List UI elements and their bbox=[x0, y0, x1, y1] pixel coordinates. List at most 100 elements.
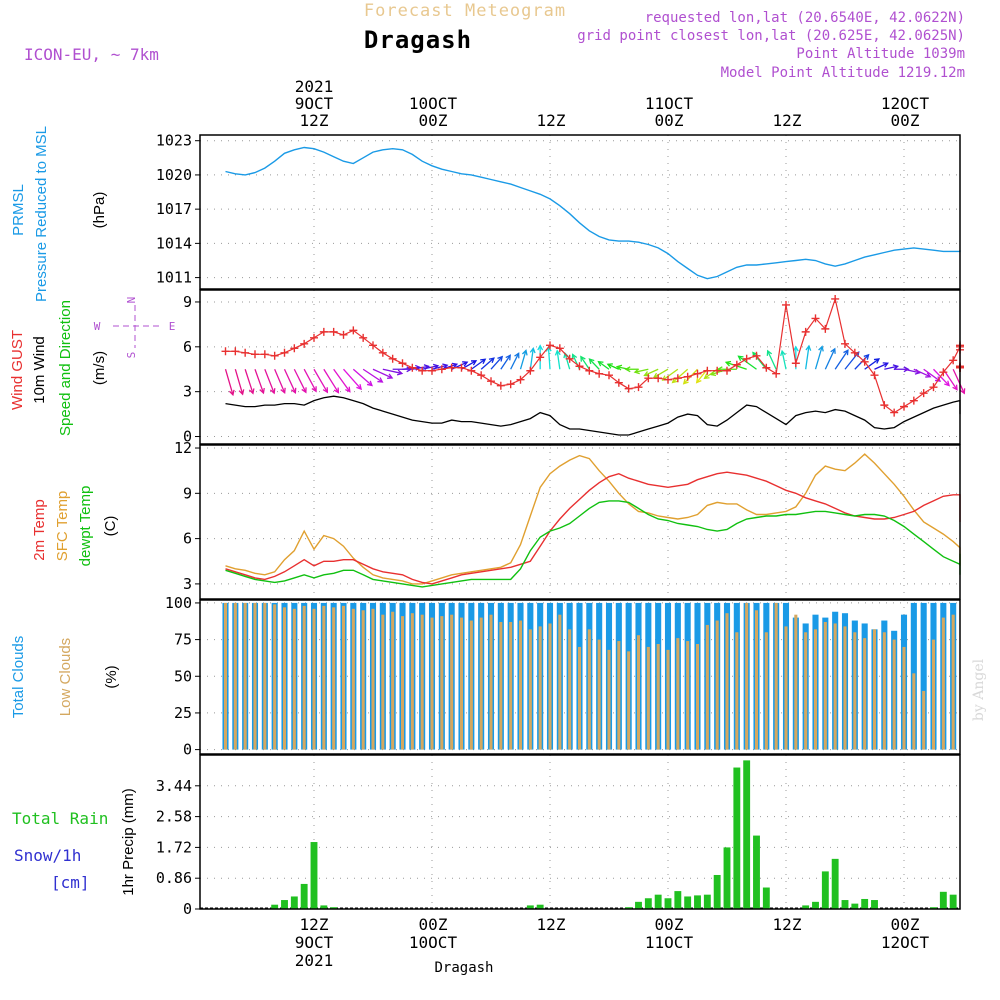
wind-labels: Wind GUST 10m Wind Speed and Direction (… bbox=[9, 297, 175, 436]
rain-bar bbox=[526, 905, 534, 909]
pressure-msl-label: Pressure Reduced to MSL bbox=[33, 126, 50, 302]
gust-marker bbox=[595, 369, 604, 378]
low-cloud-bar bbox=[597, 639, 601, 750]
gust-marker bbox=[654, 374, 663, 383]
dewpt-line bbox=[225, 500, 961, 588]
wind-arrow-head bbox=[333, 387, 340, 394]
y-tick-label: 3 bbox=[183, 575, 192, 593]
wind-arrow bbox=[431, 364, 448, 370]
rain-bar bbox=[694, 895, 701, 909]
y-tick-label: 50 bbox=[174, 667, 192, 685]
low-cloud-bar bbox=[646, 646, 650, 750]
credit: by Angel bbox=[971, 658, 987, 721]
top-label: 12OCT bbox=[881, 94, 930, 113]
wind-arrow-head bbox=[652, 372, 659, 379]
compass: N W E S bbox=[94, 297, 176, 359]
wind-arrow bbox=[372, 368, 393, 379]
low-cloud-bar bbox=[577, 646, 582, 750]
rain-bar bbox=[812, 901, 819, 909]
wind-arrow-head bbox=[903, 366, 910, 373]
low-cloud-bar bbox=[282, 607, 287, 750]
gust-marker bbox=[713, 366, 722, 375]
wind-arrow bbox=[564, 353, 571, 370]
gust-marker bbox=[388, 354, 397, 363]
gust-marker bbox=[555, 344, 564, 353]
compass-w: W bbox=[94, 320, 101, 333]
gust-marker bbox=[890, 408, 899, 417]
gust-marker bbox=[369, 341, 377, 350]
gust-marker bbox=[359, 333, 368, 342]
gust-marker bbox=[703, 366, 712, 375]
rain-bar bbox=[871, 900, 878, 909]
wind-arrow-head bbox=[934, 376, 942, 382]
low-cloud-bar bbox=[774, 602, 778, 750]
wind-arrow-head bbox=[311, 386, 317, 393]
gust-marker bbox=[673, 374, 682, 383]
y-tick-label: 0.86 bbox=[156, 869, 192, 887]
wind-arrow-head bbox=[863, 353, 870, 360]
gust-marker bbox=[319, 327, 328, 336]
wind-arrow-head bbox=[529, 347, 536, 354]
wind-arrow-head bbox=[462, 361, 469, 367]
gust-marker bbox=[723, 366, 731, 375]
total-clouds-label: Total Clouds bbox=[10, 636, 27, 719]
wind-arrow bbox=[264, 369, 275, 394]
low-cloud-bar bbox=[735, 632, 739, 750]
y-tick-label: 0 bbox=[183, 428, 192, 446]
low-cloud-bar bbox=[558, 614, 562, 750]
low-cloud-bar bbox=[813, 629, 818, 750]
wind-arrow-head bbox=[724, 360, 732, 367]
ms-unit: (m/s) bbox=[91, 351, 108, 385]
bottom-label: 00Z bbox=[655, 915, 684, 934]
gust-marker bbox=[693, 369, 702, 378]
gust-marker bbox=[300, 339, 309, 348]
rain-bar bbox=[762, 887, 770, 909]
gust-marker bbox=[221, 347, 230, 356]
panel-bg bbox=[200, 135, 960, 289]
wind-arrow bbox=[303, 368, 317, 392]
wind-arrow-head bbox=[406, 366, 413, 373]
top-label: 11OCT bbox=[645, 94, 694, 113]
low-cloud-bar bbox=[450, 614, 454, 750]
wind-arrow bbox=[662, 368, 679, 381]
rain-bar bbox=[300, 883, 308, 909]
gust-marker bbox=[526, 366, 535, 375]
top-label: 9OCT bbox=[295, 94, 334, 113]
wind-arrow-head bbox=[470, 360, 478, 366]
gust-marker bbox=[939, 368, 948, 377]
wind-arrow bbox=[490, 356, 503, 370]
rain-bar bbox=[851, 903, 859, 909]
gust-marker bbox=[732, 360, 741, 369]
bottom-time-labels: 12Z 9OCT 2021 00Z 10OCT 12Z 00Z 11OCT 12… bbox=[295, 915, 930, 970]
wind-arrow-head bbox=[301, 387, 307, 394]
rain-bar bbox=[802, 905, 810, 909]
rain-bar bbox=[743, 760, 751, 909]
low-cloud-bar bbox=[725, 613, 729, 750]
low-cloud-bar bbox=[587, 629, 591, 750]
wind-arrow bbox=[824, 348, 836, 370]
gust-marker bbox=[260, 350, 269, 359]
rain-bar bbox=[330, 907, 338, 909]
total-cloud-bar bbox=[920, 602, 927, 750]
low-cloud-bar bbox=[764, 632, 768, 750]
bottom-label: 2021 bbox=[295, 951, 334, 970]
low-cloud-bar bbox=[273, 604, 277, 750]
wind-arrow bbox=[293, 368, 307, 393]
wind-arrow-head bbox=[228, 389, 235, 397]
low-cloud-bar bbox=[371, 608, 375, 750]
pressure-labels: PRMSL Pressure Reduced to MSL (hPa) bbox=[10, 126, 108, 302]
low-cloud-bar bbox=[263, 602, 267, 750]
wind-arrow-head bbox=[366, 380, 373, 387]
gust-marker bbox=[614, 378, 623, 387]
sfc-temp-label: SFC Temp bbox=[54, 491, 71, 562]
wind-arrow bbox=[500, 354, 511, 370]
bottom-label: 00Z bbox=[419, 915, 448, 934]
low-cloud-bar bbox=[361, 610, 365, 750]
low-cloud-bar bbox=[754, 610, 759, 750]
wind-arrow-head bbox=[442, 363, 449, 370]
wind-arrow-head bbox=[480, 358, 487, 365]
wind-arrow bbox=[834, 349, 849, 370]
gust-marker bbox=[546, 341, 554, 350]
low-cloud-bar bbox=[322, 605, 326, 750]
wind-arrow-head bbox=[505, 354, 511, 361]
